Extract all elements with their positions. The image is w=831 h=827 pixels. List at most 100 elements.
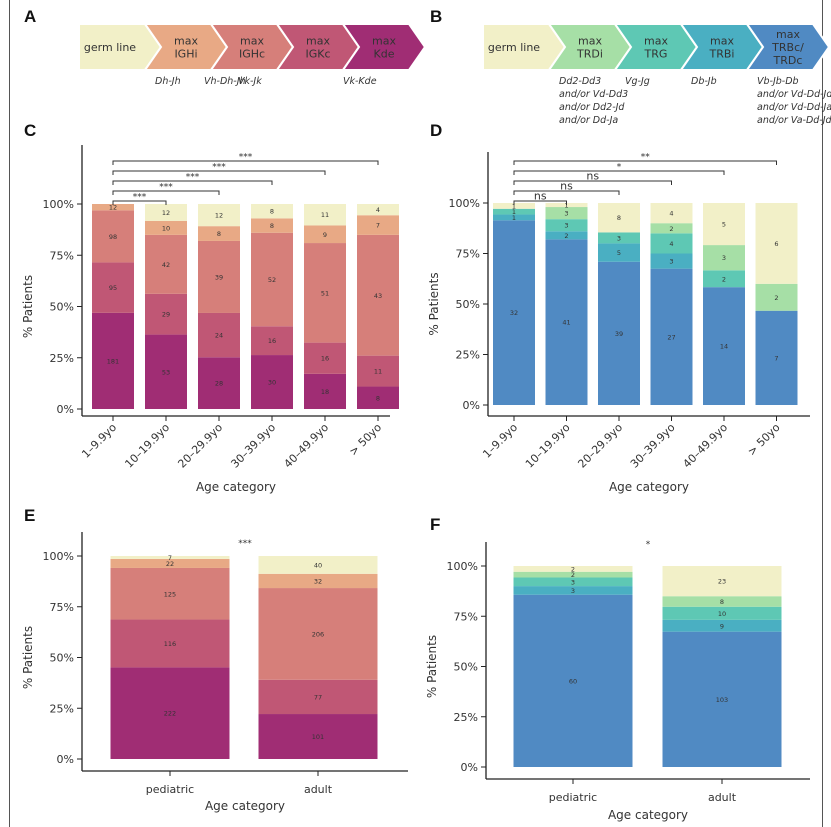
bar-segment-label: 8 <box>617 214 621 222</box>
bar-segment-label: 4 <box>376 206 380 214</box>
y-tick-label: 75% <box>50 601 74 614</box>
panel-letter-b: B <box>430 7 442 26</box>
rearrangement-label: and/or Dd2-Jd <box>559 102 625 113</box>
bar-segment <box>598 203 640 233</box>
bar-segment <box>513 586 633 595</box>
y-tick-label: 25% <box>456 349 480 362</box>
significance-bracket <box>513 200 567 205</box>
y-tick-label: 100% <box>43 198 74 211</box>
bar-segment-label: 4 <box>669 240 673 248</box>
panel-letter-f: F <box>430 515 440 534</box>
x-tick-label: 10–19.9yo <box>523 421 573 471</box>
bar-segment-label: 222 <box>164 710 176 718</box>
bar-segment <box>198 226 240 241</box>
bar-segment <box>513 566 633 572</box>
x-tick-label: pediatric <box>146 783 194 796</box>
flow-step-label: TRDc <box>773 54 803 67</box>
bar-segment-label: 41 <box>562 319 570 327</box>
y-tick-label: 100% <box>449 197 480 210</box>
bar-segment-label: 3 <box>564 210 568 218</box>
y-axis-title: % Patients <box>21 275 35 338</box>
flow-step-label: TRBc/ <box>771 41 804 54</box>
bar-segment-label: 3 <box>571 578 575 586</box>
bar-segment <box>650 233 693 254</box>
bar-segment <box>251 326 293 356</box>
bar-segment <box>304 243 346 343</box>
bar-segment <box>92 262 134 313</box>
panel-d-chart: D0%25%50%75%100%% Patients 321111–9.9yo41… <box>427 121 810 494</box>
bar-segment <box>251 232 293 327</box>
bar-segment-label: 2 <box>774 294 778 302</box>
bar-segment <box>755 203 798 284</box>
bar-segment <box>650 203 693 224</box>
y-tick-label: 50% <box>50 652 74 665</box>
significance-label: ns <box>560 180 573 193</box>
bar-segment <box>493 220 535 405</box>
bar-segment <box>251 204 293 219</box>
rearrangement-label: Db-Jb <box>691 76 717 87</box>
flow-step-label: max <box>240 35 264 48</box>
bar-segment-label: 16 <box>268 337 276 345</box>
panel-letter-d: D <box>430 121 442 140</box>
bar-segment-label: 5 <box>617 249 621 257</box>
bar-segment-label: 1 <box>512 202 516 210</box>
bar-segment-label: 11 <box>374 368 382 376</box>
y-tick-label: 25% <box>454 711 478 724</box>
bar-segment <box>493 214 535 221</box>
bar-segment-label: 60 <box>569 677 577 685</box>
y-tick-label: 75% <box>456 248 480 261</box>
x-tick-label: > 50yo <box>745 421 783 459</box>
bar-segment-label: 1 <box>512 214 516 222</box>
bar-segment-label: 14 <box>720 343 728 351</box>
x-tick-label: > 50yo <box>347 421 385 459</box>
flow-step-label: IGHc <box>239 48 265 61</box>
bar-segment-label: 7 <box>774 354 778 362</box>
bar-segment-label: 8 <box>217 230 221 238</box>
bar-segment <box>357 386 399 409</box>
bar-segment-label: 4 <box>669 210 673 218</box>
y-tick-label: 25% <box>50 702 74 715</box>
bar-segment-label: 181 <box>107 357 119 365</box>
bar-segment-label: 29 <box>162 311 170 319</box>
bar-segment <box>198 312 240 358</box>
bar-segment <box>258 714 378 759</box>
bar-segment <box>251 218 293 233</box>
bar-segment <box>110 567 230 620</box>
panel-e-chart: E 0% 25% 50% 75% 100% % Patients 222 116 125 227 pe… <box>21 506 408 813</box>
y-tick-label: 50% <box>50 301 74 314</box>
flow-step-label: IGHi <box>174 48 197 61</box>
y-axis-title: % Patients <box>21 626 35 689</box>
panel-divider-left <box>9 0 10 827</box>
bar-segment-label: 39 <box>615 330 623 338</box>
bar-segment <box>598 232 640 244</box>
bar-segment <box>703 203 745 246</box>
y-tick-label: 0% <box>463 399 480 412</box>
rearrangement-label: Dh-Jh <box>155 76 181 87</box>
x-tick-label: 10–19.9yo <box>122 421 172 471</box>
bar-segment <box>703 245 745 271</box>
bar-segment-label: 1 <box>564 202 568 210</box>
bar-segment <box>110 556 230 559</box>
significance-label: *** <box>159 183 173 193</box>
bar-segment <box>650 253 693 269</box>
rearrangement-label: and/or Vd-Dd3 <box>559 89 628 100</box>
bar-segment-label: 95 <box>109 284 117 292</box>
bar-segment-label: 2 <box>564 232 568 240</box>
significance-label: ns <box>586 170 599 183</box>
x-axis-title: Age category <box>196 480 276 494</box>
y-tick-label: 75% <box>50 249 74 262</box>
bar-segment <box>357 204 399 216</box>
bar-segment-label: 8 <box>720 598 724 606</box>
flow-step-arrow <box>341 23 427 71</box>
bar-segment-label: 77 <box>314 693 322 701</box>
significance-bracket <box>513 190 620 195</box>
bar-segment-label: 18 <box>321 388 329 396</box>
bar-segment <box>493 208 535 215</box>
significance-bracket <box>513 160 777 165</box>
bar-segment <box>258 588 378 680</box>
bar-segment <box>145 334 187 409</box>
bar-segment <box>662 606 782 620</box>
x-tick-label: 1–9.9yo <box>79 421 119 461</box>
